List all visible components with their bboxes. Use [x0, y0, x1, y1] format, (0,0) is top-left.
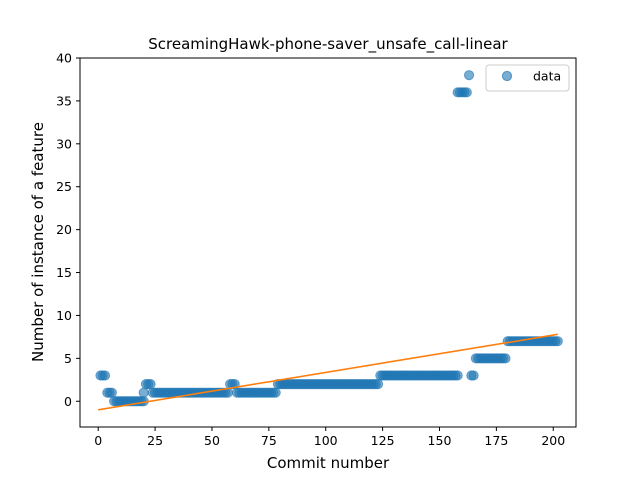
data-point [138, 387, 149, 398]
data-point [106, 387, 117, 398]
data-point [468, 370, 479, 381]
chart-title: ScreamingHawk-phone-saver_unsafe_call-li… [148, 35, 508, 54]
y-tick-label: 25 [56, 179, 72, 194]
y-tick-label: 0 [64, 394, 72, 409]
x-tick-label: 100 [314, 433, 338, 448]
x-tick-label: 150 [428, 433, 452, 448]
x-tick-label: 175 [484, 433, 508, 448]
y-axis-label: Number of instance of a feature [29, 122, 47, 362]
data-point [461, 87, 472, 98]
y-tick-label: 40 [56, 51, 72, 66]
data-point [552, 336, 563, 347]
data-point [500, 353, 511, 364]
data-point [452, 370, 463, 381]
x-tick-label: 50 [204, 433, 220, 448]
x-tick-label: 75 [261, 433, 277, 448]
legend-marker-data [501, 70, 513, 82]
y-tick-label: 35 [56, 93, 72, 108]
x-tick-label: 200 [541, 433, 565, 448]
y-tick-label: 20 [56, 222, 72, 237]
plot-frame [79, 57, 577, 428]
x-axis-label: Commit number [267, 454, 390, 472]
data-point [270, 387, 281, 398]
legend-label-data: data [533, 69, 561, 84]
data-point [463, 70, 475, 81]
data-point [99, 370, 111, 381]
x-tick-label: 0 [94, 433, 102, 448]
axes-layer: 0 25 50 75 100 125 150 175 200 0 5 10 15 20 25 30 35 40 [56, 51, 565, 449]
y-tick-label: 15 [56, 265, 72, 280]
y-tick-label: 5 [64, 351, 72, 366]
data-point [145, 378, 156, 390]
data-point [372, 378, 384, 390]
legend: data [485, 64, 570, 92]
data-layer [95, 70, 563, 411]
x-tick-label: 125 [371, 433, 395, 448]
y-tick-label: 30 [56, 136, 72, 151]
fit-line [98, 333, 558, 411]
x-tick-label: 25 [147, 433, 163, 448]
y-tick-label: 10 [56, 308, 72, 323]
